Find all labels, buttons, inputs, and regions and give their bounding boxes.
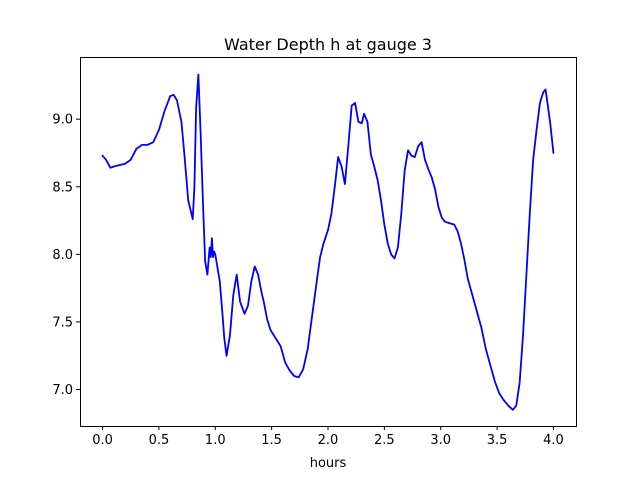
y-tick-label: 8.0 xyxy=(52,248,73,263)
x-axis-label: hours xyxy=(310,456,347,471)
y-axis-ticks: 7.0 7.5 8.0 8.5 9.0 xyxy=(52,113,80,398)
x-axis-ticks: 0.0 0.5 1.0 1.5 2.0 2.5 3.0 3.5 4.0 xyxy=(92,426,564,448)
y-tick-label: 7.0 xyxy=(52,383,73,398)
y-tick-label: 9.0 xyxy=(52,113,73,128)
y-tick-label: 8.5 xyxy=(52,180,73,195)
y-tick-label: 7.5 xyxy=(52,315,73,330)
plot-area: 0.0 0.5 1.0 1.5 2.0 2.5 3.0 3.5 4.0 7.0 7.5 8.0 8.5… xyxy=(52,57,577,448)
x-tick-label: 3.5 xyxy=(487,433,508,448)
series-layer xyxy=(101,73,555,411)
x-tick-label: 1.0 xyxy=(205,433,226,448)
x-tick-label: 3.0 xyxy=(430,433,451,448)
x-tick-label: 4.0 xyxy=(543,433,564,448)
series-line-0 xyxy=(101,73,555,411)
x-tick-label: 1.5 xyxy=(261,433,282,448)
x-tick-label: 0.0 xyxy=(92,433,113,448)
x-tick-label: 2.5 xyxy=(374,433,395,448)
x-tick-label: 0.5 xyxy=(149,433,170,448)
x-tick-label: 2.0 xyxy=(318,433,339,448)
chart-title: Water Depth h at gauge 3 xyxy=(224,35,432,54)
